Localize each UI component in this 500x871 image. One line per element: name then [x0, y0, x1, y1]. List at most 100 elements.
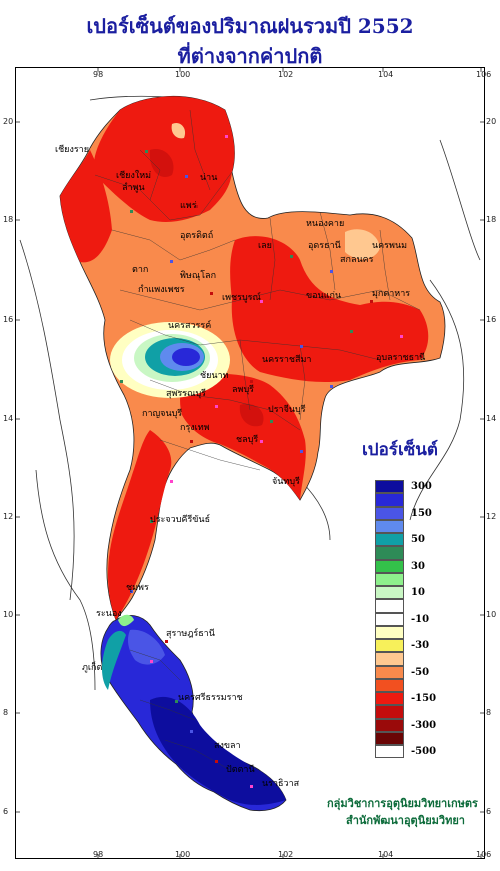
lon-tick-bottom-label: 104: [378, 850, 394, 859]
station-marker: [330, 385, 333, 388]
map-subtitle: ที่ต่างจากค่าปกติ: [177, 44, 323, 68]
station-marker: [215, 405, 218, 408]
lat-tick-left-label: 12: [3, 512, 14, 521]
legend-label: -30: [411, 640, 430, 651]
place-label: นครราชสีมา: [262, 355, 312, 365]
lat-tick-left-label: 8: [3, 708, 9, 717]
legend-swatch: [375, 586, 404, 600]
station-marker: [260, 300, 263, 303]
lon-tick-bottom-label: 100: [175, 850, 191, 859]
station-marker: [145, 150, 148, 153]
place-label: นราธิวาส: [262, 779, 300, 789]
place-label: แพร่: [180, 201, 197, 211]
lon-tick-top-label: 106: [476, 70, 492, 79]
place-label: เพชรบูรณ์: [222, 293, 261, 303]
legend-swatch: [375, 745, 404, 759]
place-label: จันทบุรี: [272, 477, 300, 487]
lon-tick-bottom-label: 98: [93, 850, 104, 859]
station-marker: [150, 660, 153, 663]
station-marker: [170, 480, 173, 483]
legend-swatch: [375, 705, 404, 719]
legend-swatch: [375, 625, 404, 639]
station-marker: [420, 355, 423, 358]
legend-swatch: [375, 731, 404, 745]
place-label: พิษณุโลก: [180, 271, 217, 281]
station-marker: [370, 300, 373, 303]
lat-tick-right-label: 10: [486, 610, 497, 619]
place-label: ลพบุรี: [232, 385, 254, 395]
legend-swatch: [375, 639, 404, 653]
station-marker: [130, 590, 133, 593]
lat-tick-right-label: 6: [486, 807, 492, 816]
station-marker: [150, 520, 153, 523]
place-label: ตาก: [132, 265, 149, 275]
legend-swatch: [375, 599, 404, 613]
lat-tick-right-label: 8: [486, 708, 492, 717]
station-marker: [165, 640, 168, 643]
station-marker: [400, 335, 403, 338]
place-label: ขอนแก่น: [306, 291, 342, 301]
station-marker: [130, 210, 133, 213]
legend-label: 50: [411, 534, 425, 545]
place-label: น่าน: [200, 173, 218, 183]
lon-tick-top-label: 104: [378, 70, 394, 79]
legend-swatch: [375, 506, 404, 520]
station-marker: [190, 440, 193, 443]
station-marker: [120, 380, 123, 383]
place-label: หนองคาย: [306, 219, 345, 229]
legend-label: 150: [411, 507, 432, 519]
lon-tick-top-label: 102: [278, 70, 294, 79]
place-label: นครสวรรค์: [168, 321, 212, 331]
place-label: อุบลราชธานี: [376, 353, 426, 363]
legend-swatch: [375, 533, 404, 547]
legend-swatch: [375, 493, 404, 507]
lat-tick-right-label: 18: [486, 215, 497, 224]
place-label: นครพนม: [372, 241, 408, 251]
place-label: กำแพงเพชร: [138, 285, 185, 295]
province-borders: [94, 109, 421, 771]
station-marker: [270, 420, 273, 423]
place-label: ระนอง: [96, 609, 122, 619]
station-marker: [170, 260, 173, 263]
station-marker: [225, 135, 228, 138]
place-label: สงขลา: [214, 741, 241, 751]
station-marker: [300, 450, 303, 453]
station-marker: [185, 175, 188, 178]
place-label: ลำพูน: [122, 183, 145, 193]
station-marker: [190, 730, 193, 733]
station-marker: [350, 330, 353, 333]
place-label: นครศรีธรรมราช: [178, 693, 243, 703]
station-marker: [210, 292, 213, 295]
station-marker: [215, 760, 218, 763]
lat-tick-left-label: 14: [3, 414, 14, 423]
lon-tick-top-label: 100: [175, 70, 191, 79]
place-label: ภูเก็ต: [82, 663, 103, 673]
station-marker: [300, 345, 303, 348]
legend-label: -150: [411, 693, 437, 704]
place-label: กรุงเทพ: [180, 423, 210, 433]
place-label: อุตรดิตถ์: [180, 231, 214, 241]
lat-tick-right-label: 14: [486, 414, 497, 423]
place-label: ชุมพร: [126, 583, 149, 593]
place-label: กาญจนบุรี: [142, 409, 183, 419]
place-label: สุพรรณบุรี: [166, 389, 206, 399]
station-marker: [290, 255, 293, 258]
legend-label: -300: [411, 719, 437, 731]
credit-line-2: สำนักพัฒนาอุตุนิยมวิทยา: [346, 814, 465, 827]
station-marker: [250, 785, 253, 788]
legend-label: -500: [411, 746, 437, 757]
place-label: ปราจีนบุรี: [268, 405, 306, 415]
station-marker: [250, 380, 253, 383]
legend-label: 30: [411, 560, 425, 572]
lat-tick-left-label: 20: [3, 117, 14, 126]
legend-swatch: [375, 692, 404, 706]
legend-swatch: [375, 559, 404, 573]
station-marker: [175, 700, 178, 703]
legend-label: 300: [411, 481, 432, 492]
legend-swatch: [375, 519, 404, 533]
station-marker: [195, 205, 198, 208]
lat-tick-right-label: 12: [486, 512, 497, 521]
place-label: เลย: [258, 241, 272, 251]
legend-swatch: [375, 665, 404, 679]
